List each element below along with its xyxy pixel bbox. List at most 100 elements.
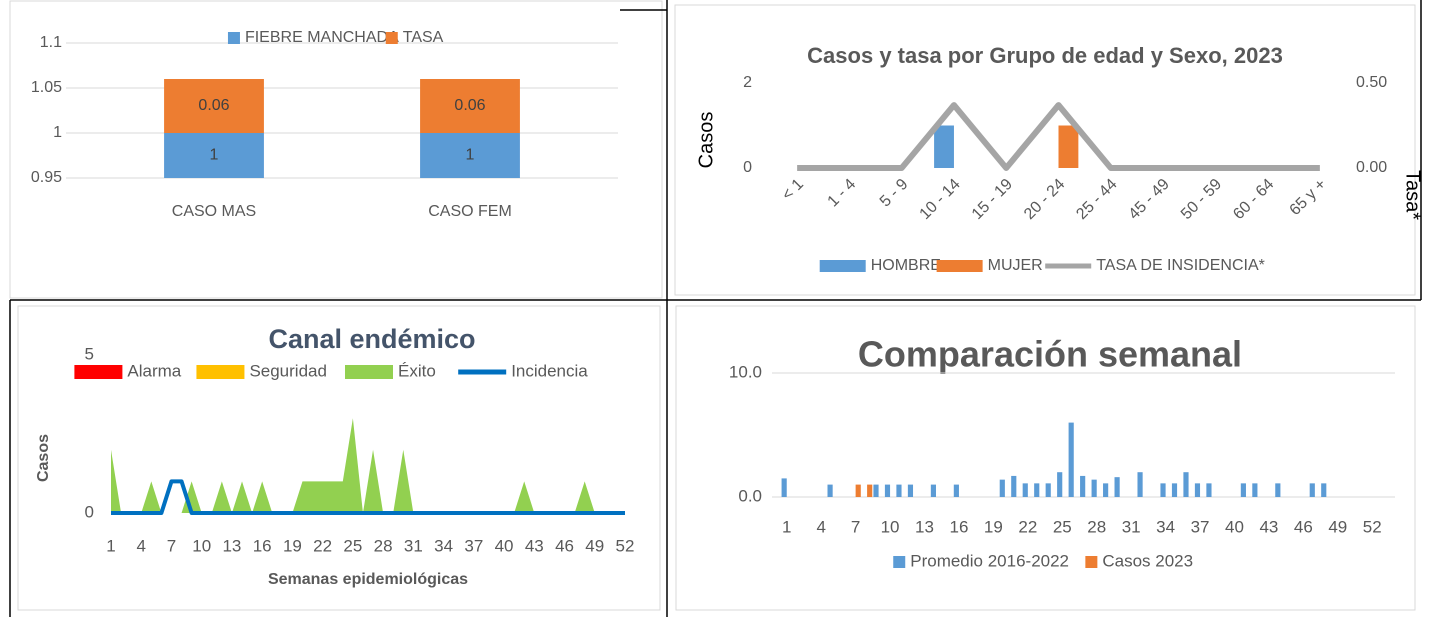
x-tick-label: 13 xyxy=(915,517,934,536)
x-tick-label: 31 xyxy=(404,536,423,555)
legend-swatch xyxy=(385,32,398,44)
x-tick-label: 46 xyxy=(1294,517,1313,536)
x-tick-label: 45 - 49 xyxy=(1126,176,1173,223)
bar xyxy=(1252,483,1258,497)
x-tick-label: 40 xyxy=(1225,517,1244,536)
x-tick-label: 37 xyxy=(464,536,483,555)
bar xyxy=(781,478,787,497)
legend-label: Éxito xyxy=(398,361,436,380)
bar xyxy=(1114,477,1120,497)
y-tick-label: 10.0 xyxy=(729,362,762,381)
panel xyxy=(17,305,661,611)
bar xyxy=(1275,483,1281,497)
x-tick-label: 13 xyxy=(222,536,241,555)
x-tick-label: 49 xyxy=(1328,517,1347,536)
bar xyxy=(1206,483,1212,497)
legend-label: FIEBRE MANCHADA xyxy=(245,29,399,46)
y-tick-label: 0 xyxy=(85,502,94,521)
x-tick-label: 4 xyxy=(816,517,825,536)
legend-label: TASA DE INSIDENCIA* xyxy=(1096,257,1265,274)
x-tick-label: 25 - 44 xyxy=(1073,176,1120,223)
legend-swatch xyxy=(893,556,906,568)
legend-label: Casos 2023 xyxy=(1102,551,1193,570)
legend-swatch xyxy=(196,365,245,379)
x-tick-label: 1 xyxy=(782,517,791,536)
area xyxy=(111,418,625,513)
bar xyxy=(1309,483,1315,497)
y2-tick-label: 0.50 xyxy=(1356,74,1387,91)
panel xyxy=(674,4,1416,296)
bar xyxy=(873,484,879,497)
bar xyxy=(1194,483,1201,497)
bar xyxy=(867,484,873,497)
x-tick-label: 16 xyxy=(253,536,272,555)
panel xyxy=(675,305,1416,611)
bar xyxy=(420,133,520,178)
x-tick-label: 60 - 64 xyxy=(1230,176,1277,223)
panel xyxy=(9,0,663,299)
legend-swatch xyxy=(345,365,393,379)
y2-tick-label: 0.00 xyxy=(1356,159,1387,176)
bar xyxy=(420,79,520,133)
bar xyxy=(934,125,954,168)
bar xyxy=(1321,483,1327,497)
bar xyxy=(1091,479,1097,497)
y-tick-label: 1 xyxy=(53,124,62,141)
x-tick-label: 15 - 19 xyxy=(969,176,1016,223)
legend-swatch xyxy=(819,260,866,272)
x-tick-label: 1 - 4 xyxy=(825,176,860,211)
bar xyxy=(896,484,902,497)
line xyxy=(111,479,625,515)
y-tick-label: 2 xyxy=(743,74,752,91)
legend-label: MUJER xyxy=(988,257,1043,274)
y-tick-label: 1.05 xyxy=(31,79,62,96)
x-tick-label: 19 xyxy=(283,536,302,555)
y2-axis-label: Tasa* xyxy=(1402,170,1424,220)
x-tick-label: 22 xyxy=(313,536,332,555)
chart-title: Comparación semanal xyxy=(858,334,1242,375)
legend-label: Incidencia xyxy=(511,361,588,380)
legend-label: Seguridad xyxy=(249,361,327,380)
y-tick-label: 0.95 xyxy=(31,169,62,186)
bar xyxy=(827,484,833,497)
data-label: 0.06 xyxy=(198,97,229,114)
x-tick-label: 49 xyxy=(585,536,604,555)
y-axis-label: Casos xyxy=(695,112,717,169)
x-tick-label: 10 - 14 xyxy=(917,176,964,223)
bar xyxy=(1240,483,1246,497)
y-axis-label: Casos xyxy=(35,434,52,482)
legend-swatch xyxy=(936,260,983,272)
x-tick-label: CASO MAS xyxy=(172,203,256,220)
y-tick-label: 0 xyxy=(743,159,752,176)
x-tick-label: 10 xyxy=(192,536,211,555)
bar xyxy=(1160,483,1166,497)
x-tick-label: 5 - 9 xyxy=(877,176,912,211)
x-tick-label: 52 xyxy=(616,536,635,555)
bar xyxy=(953,484,959,497)
bar xyxy=(1022,483,1028,497)
x-axis-label: Semanas epidemiológicas xyxy=(268,571,468,588)
bar xyxy=(999,479,1005,497)
x-tick-label: 34 xyxy=(1156,517,1175,536)
bar xyxy=(1057,472,1063,497)
legend-label: Alarma xyxy=(127,361,181,380)
bar xyxy=(1058,125,1079,168)
legend-label: TASA xyxy=(403,29,444,46)
bar xyxy=(855,484,861,497)
data-label: 1 xyxy=(466,147,475,164)
bar xyxy=(164,133,264,178)
legend-swatch xyxy=(227,32,240,44)
bar xyxy=(1183,472,1189,497)
legend-swatch xyxy=(1085,556,1098,568)
x-tick-label: 25 xyxy=(343,536,362,555)
x-tick-label: < 1 xyxy=(779,176,807,204)
x-tick-label: 4 xyxy=(137,536,146,555)
bar xyxy=(884,484,891,497)
data-label: 1 xyxy=(210,147,219,164)
x-tick-label: 16 xyxy=(949,517,968,536)
bar xyxy=(1103,483,1109,497)
legend-label: Promedio 2016-2022 xyxy=(910,551,1069,570)
x-tick-label: 34 xyxy=(434,536,453,555)
x-tick-label: 22 xyxy=(1018,517,1037,536)
